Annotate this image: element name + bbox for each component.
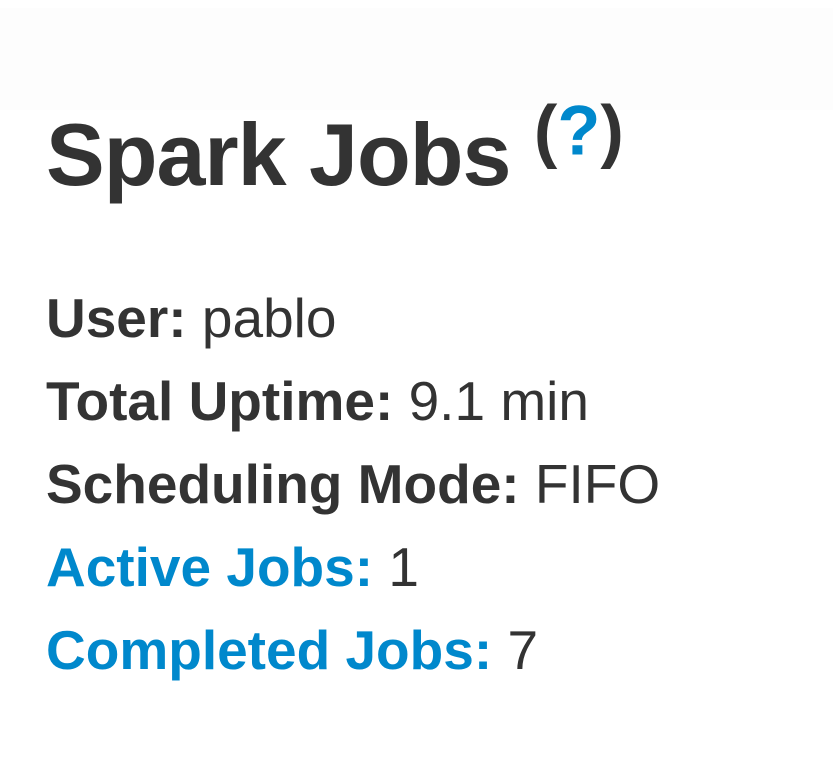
user-label: User:: [46, 287, 187, 349]
active-jobs-label: Active Jobs:: [46, 536, 374, 598]
completed-jobs-value: 7: [507, 619, 539, 681]
summary-item-scheduling-mode: Scheduling Mode: FIFO: [46, 443, 793, 526]
scheduling-mode-value: FIFO: [534, 453, 661, 515]
active-jobs-value: 1: [388, 536, 419, 598]
help-open-paren: (: [533, 90, 558, 170]
scheduling-mode-label: Scheduling Mode:: [46, 453, 520, 515]
total-uptime-value: 9.1 min: [408, 370, 589, 432]
summary-list: User: pablo Total Uptime: 9.1 min Schedu…: [46, 277, 793, 692]
help-close-paren: ): [600, 90, 624, 170]
summary-item-active-jobs: Active Jobs: 1: [46, 526, 793, 609]
summary-item-user: User: pablo: [46, 277, 793, 360]
completed-jobs-link[interactable]: Completed Jobs:: [46, 619, 492, 681]
page-title: Spark Jobs (?): [46, 95, 793, 199]
page-content: Spark Jobs (?) User: pablo Total Uptime:…: [46, 95, 793, 692]
user-value: pablo: [201, 287, 337, 349]
active-jobs-link[interactable]: Active Jobs:: [46, 536, 373, 598]
title-help-sup: (?): [534, 91, 624, 170]
total-uptime-label: Total Uptime:: [46, 370, 394, 432]
page-title-text: Spark Jobs: [46, 105, 511, 204]
help-question-link[interactable]: ?: [557, 90, 601, 170]
summary-item-completed-jobs: Completed Jobs: 7: [46, 609, 793, 692]
completed-jobs-label: Completed Jobs:: [46, 619, 493, 681]
summary-item-total-uptime: Total Uptime: 9.1 min: [46, 360, 793, 443]
